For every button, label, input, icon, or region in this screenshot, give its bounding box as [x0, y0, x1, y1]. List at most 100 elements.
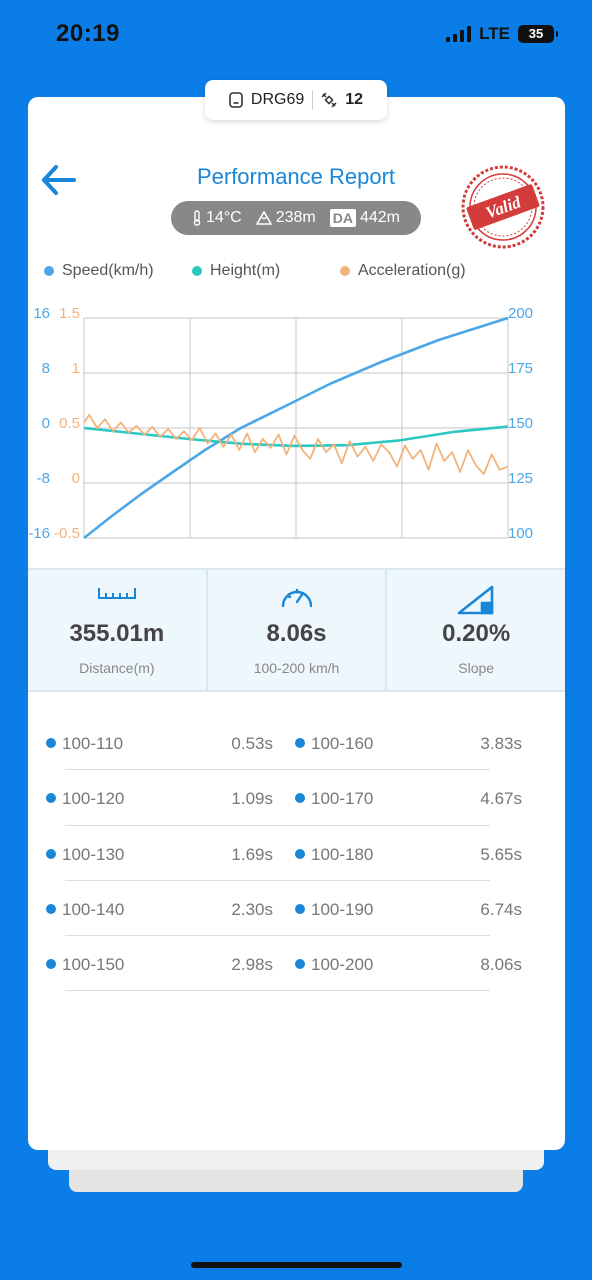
split-range: 100-130	[62, 844, 125, 864]
speed-tick-label: 125	[508, 470, 533, 487]
split-row: 100-150 2.98s 100-200 8.06s	[28, 936, 565, 992]
series-line-height	[83, 425, 509, 448]
legend-label: Height(m)	[210, 262, 281, 279]
acceleration-tick-label: 1.5	[59, 305, 80, 322]
split-time: 1.09s	[231, 789, 273, 809]
height-tick-label: 8	[42, 360, 50, 377]
split-dot	[295, 959, 305, 970]
split-time: 2.98s	[231, 955, 273, 975]
stat-slope: 0.20% Slope	[385, 570, 565, 690]
split-time: 0.53s	[231, 734, 273, 753]
split-dot	[295, 848, 305, 859]
legend-dot	[44, 266, 54, 276]
row-divider	[65, 769, 490, 771]
stats-panel: 355.01m Distance(m) 8.06s 100-200 km/h 0…	[28, 568, 565, 692]
thermometer-icon	[193, 210, 201, 226]
time-value: 8.06s	[266, 620, 327, 647]
device-name: DRG69	[250, 91, 305, 108]
split-range: 100-120	[62, 789, 125, 809]
row-divider	[65, 879, 490, 881]
temperature-value: 14°C	[205, 209, 242, 226]
split-row: 100-110 0.53s 100-160 3.83s	[28, 715, 565, 771]
acceleration-tick-label: 1	[72, 360, 80, 377]
performance-chart: 16 8 0 -8 -16 1.5 1 0.5 0 -0.5 200 175 150 125 100	[28, 305, 533, 542]
row-divider	[65, 990, 490, 992]
device-icon	[229, 92, 243, 108]
home-indicator[interactable]	[191, 1262, 402, 1268]
satellite-icon	[321, 92, 337, 108]
split-row: 100-140 2.30s 100-190 6.74s	[28, 881, 565, 937]
split-dot	[295, 793, 305, 804]
split-times-list: 100-110 0.53s 100-160 3.83s 100-120 1.09…	[28, 715, 565, 992]
density-altitude-item: DA 442m	[329, 209, 401, 227]
split-range: 100-170	[311, 789, 374, 809]
distance-value: 355.01m	[69, 620, 165, 647]
split-dot	[295, 903, 305, 914]
legend-item-acceleration: Acceleration(g)	[340, 262, 466, 280]
status-time: 20:19	[56, 20, 120, 47]
split-range: 100-150	[62, 955, 125, 975]
ruler-icon	[97, 588, 136, 599]
legend-label: Acceleration(g)	[358, 262, 466, 279]
speed-tick-label: 150	[508, 415, 533, 432]
mountain-icon	[255, 211, 272, 225]
series-line-acceleration	[83, 413, 509, 476]
legend-item-speed: Speed(km/h)	[44, 262, 154, 280]
legend-dot	[192, 266, 202, 276]
density-altitude-value: 442m	[359, 209, 401, 226]
acceleration-tick-label: 0	[72, 470, 80, 487]
altitude-value: 238m	[275, 209, 316, 226]
weather-pill: 14°C 238m DA 442m	[171, 201, 421, 235]
da-badge: DA	[329, 209, 356, 227]
time-label: 100-200 km/h	[253, 660, 340, 676]
split-dot	[46, 793, 56, 804]
slope-value: 0.20%	[442, 620, 511, 647]
legend-label: Speed(km/h)	[62, 262, 154, 279]
distance-label: Distance(m)	[79, 660, 155, 676]
speed-tick-label: 200	[508, 305, 533, 322]
battery-icon: 35	[518, 25, 558, 43]
valid-stamp: Valid	[461, 165, 545, 249]
split-row: 100-120 1.09s 100-170 4.67s	[28, 770, 565, 826]
split-dot	[46, 959, 56, 970]
divider	[312, 90, 314, 110]
status-bar: 20:19 LTE 35	[0, 0, 592, 70]
split-time: 1.69s	[231, 844, 273, 864]
split-range: 100-160	[311, 734, 374, 753]
split-range: 100-200	[311, 955, 374, 975]
split-range: 100-110	[62, 734, 124, 753]
chart-legend: Speed(km/h) Height(m) Acceleration(g)	[0, 262, 592, 284]
slope-label: Slope	[458, 660, 495, 676]
acceleration-tick-label: -0.5	[54, 525, 80, 542]
height-tick-label: -16	[28, 525, 50, 542]
page-title: Performance Report	[196, 164, 396, 189]
slope-icon	[457, 585, 494, 615]
split-range: 100-190	[311, 899, 374, 919]
row-divider	[65, 824, 490, 826]
split-time: 8.06s	[480, 955, 522, 975]
temperature-item: 14°C	[192, 209, 242, 227]
stat-time: 8.06s 100-200 km/h	[205, 570, 386, 690]
speedometer-icon	[281, 588, 312, 608]
device-pill[interactable]: DRG69 12	[205, 80, 387, 120]
split-range: 100-140	[62, 899, 125, 919]
satellite-count: 12	[345, 91, 364, 108]
legend-item-height: Height(m)	[192, 262, 280, 280]
acceleration-tick-label: 0.5	[59, 415, 80, 432]
height-tick-label: 0	[42, 415, 50, 432]
height-tick-label: 16	[33, 305, 50, 322]
split-time: 6.74s	[480, 899, 522, 919]
back-arrow-icon[interactable]	[40, 163, 78, 197]
split-time: 2.30s	[231, 899, 273, 919]
speed-tick-label: 100	[508, 525, 533, 542]
split-time: 3.83s	[480, 734, 522, 753]
split-dot	[295, 738, 305, 748]
legend-dot	[340, 266, 350, 276]
height-tick-label: -8	[37, 470, 50, 487]
split-time: 4.67s	[480, 789, 522, 809]
split-dot	[46, 738, 56, 748]
stat-distance: 355.01m Distance(m)	[28, 570, 206, 690]
split-dot	[46, 848, 56, 859]
split-row: 100-130 1.69s 100-180 5.65s	[28, 826, 565, 881]
row-divider	[65, 935, 490, 937]
